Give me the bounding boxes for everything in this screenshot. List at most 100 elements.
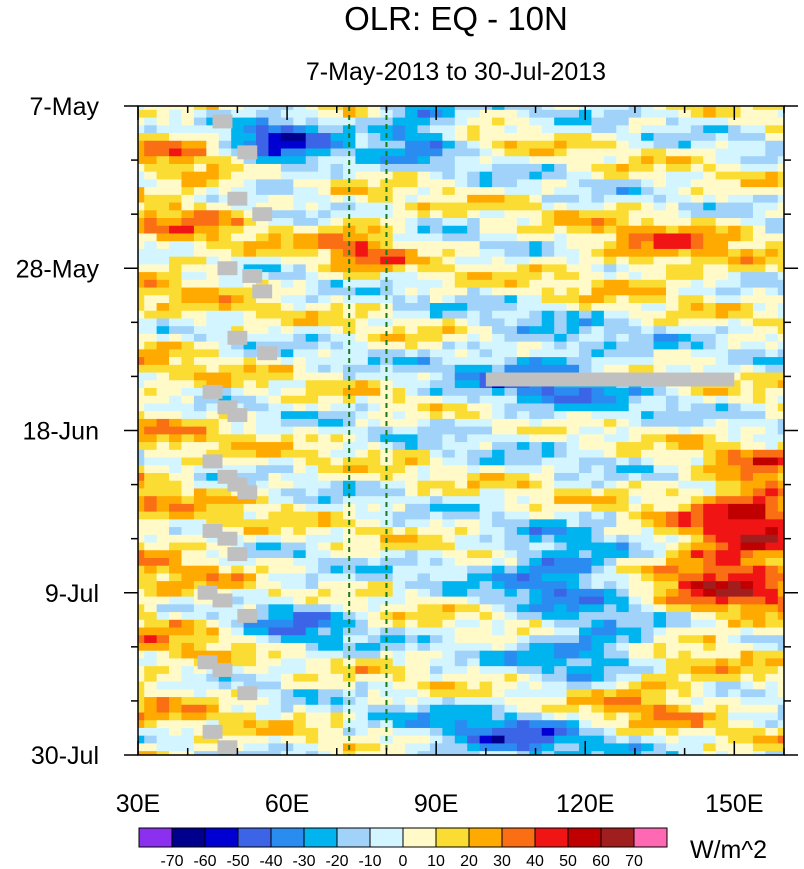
field-cell — [231, 388, 245, 397]
field-cell — [417, 511, 431, 520]
field-cell — [417, 287, 431, 296]
field-cell — [579, 627, 593, 636]
field-cell — [603, 496, 617, 505]
field-cell — [355, 411, 369, 420]
field-cell — [442, 488, 456, 497]
field-cell — [144, 426, 158, 435]
field-cell — [138, 511, 145, 520]
field-cell — [777, 503, 784, 513]
field-cell — [591, 194, 605, 204]
field-cell — [728, 287, 742, 296]
field-cell — [765, 596, 779, 605]
field-cell — [541, 303, 555, 312]
field-cell — [566, 148, 580, 157]
field-cell — [367, 117, 381, 126]
field-cell — [715, 106, 729, 111]
field-cell — [243, 666, 257, 675]
field-cell — [690, 434, 704, 443]
field-cell — [355, 650, 369, 660]
field-cell — [516, 751, 530, 755]
field-cell — [367, 125, 381, 134]
field-cell — [777, 488, 784, 497]
field-cell — [280, 210, 294, 219]
field-cell — [218, 418, 232, 428]
field-cell — [591, 349, 605, 358]
field-cell — [728, 588, 742, 598]
field-cell — [752, 349, 766, 358]
field-cell — [243, 720, 257, 729]
field-cell — [243, 480, 257, 490]
field-cell — [380, 542, 394, 551]
field-cell — [665, 171, 679, 180]
field-cell — [665, 689, 679, 698]
field-cell — [454, 627, 468, 636]
field-cell — [417, 125, 431, 134]
field-cell — [579, 712, 593, 721]
field-cell — [243, 279, 257, 289]
field-cell — [740, 179, 754, 188]
field-cell — [765, 341, 779, 350]
field-cell — [541, 333, 555, 343]
field-cell — [591, 627, 605, 636]
field-cell — [752, 704, 766, 714]
field-cell — [541, 658, 555, 667]
field-cell — [728, 534, 742, 544]
field-cell — [169, 712, 183, 721]
field-cell — [380, 434, 394, 443]
field-cell — [305, 588, 319, 598]
field-cell — [504, 194, 518, 204]
field-cell — [330, 256, 344, 265]
field-cell — [765, 171, 779, 180]
field-cell — [579, 666, 593, 675]
field-cell — [392, 573, 406, 582]
field-cell — [752, 542, 766, 551]
field-cell — [641, 171, 655, 180]
field-cell — [293, 256, 307, 265]
field-cell — [330, 225, 344, 235]
field-cell — [516, 341, 530, 350]
field-cell — [616, 503, 630, 513]
field-cell — [529, 627, 543, 636]
field-cell — [330, 442, 344, 451]
field-cell — [616, 588, 630, 598]
field-cell — [653, 364, 667, 374]
field-cell — [479, 465, 493, 474]
field-cell — [367, 233, 381, 242]
field-cell — [318, 106, 332, 111]
field-cell — [616, 635, 630, 644]
field-cell — [268, 326, 282, 335]
field-cell — [367, 225, 381, 235]
field-cell — [280, 272, 294, 281]
field-cell — [690, 642, 704, 652]
field-cell — [380, 658, 394, 667]
field-cell — [628, 496, 642, 505]
field-cell — [454, 364, 468, 374]
field-cell — [268, 133, 282, 142]
field-cell — [467, 720, 481, 729]
field-cell — [566, 233, 580, 242]
field-cell — [516, 233, 530, 242]
field-cell — [467, 704, 481, 714]
field-cell — [243, 163, 257, 173]
field-cell — [752, 248, 766, 258]
field-cell — [467, 697, 481, 706]
field-cell — [703, 411, 717, 420]
field-cell — [330, 202, 344, 211]
field-cell — [715, 125, 729, 134]
field-cell — [616, 573, 630, 582]
field-cell — [156, 194, 170, 204]
field-cell — [541, 751, 555, 755]
field-cell — [665, 673, 679, 683]
field-cell — [492, 248, 506, 258]
field-cell — [703, 349, 717, 358]
field-cell — [305, 202, 319, 211]
missing-patch — [202, 384, 223, 399]
field-cell — [628, 727, 642, 737]
field-cell — [243, 712, 257, 721]
field-cell — [516, 727, 530, 737]
field-cell — [579, 449, 593, 459]
field-cell — [740, 403, 754, 412]
field-cell — [144, 109, 158, 119]
field-cell — [392, 681, 406, 690]
missing-patch — [237, 485, 258, 500]
